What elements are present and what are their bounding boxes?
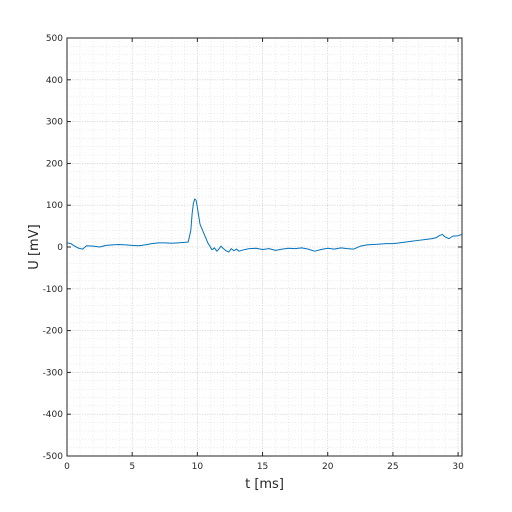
y-tick-label: 500	[46, 34, 63, 44]
series-layer	[66, 198, 463, 253]
y-tick-label: -300	[43, 368, 64, 378]
x-tick-label: 25	[387, 462, 398, 472]
y-tick-label: -400	[43, 410, 64, 420]
y-tick-label: -200	[43, 327, 64, 337]
y-tick-label: -100	[43, 285, 64, 295]
y-tick-label: 300	[46, 118, 63, 128]
x-tick-label: 15	[257, 462, 268, 472]
y-tick-label: -500	[43, 452, 64, 462]
x-tick-label: 30	[452, 462, 464, 472]
series-line	[66, 198, 463, 253]
ticks-layer: 0 5 10 15 20 25 30 -500 -400 -300 -200 -100 0 100 200 3…	[43, 34, 465, 472]
y-tick-label: 400	[46, 76, 63, 86]
y-tick-label: 100	[46, 201, 63, 211]
y-axis-label: U [mV]	[27, 224, 42, 269]
x-tick-label: 20	[322, 462, 334, 472]
y-tick-label: 200	[46, 159, 63, 169]
y-tick-label: 0	[57, 243, 63, 253]
x-tick-label: 10	[192, 462, 204, 472]
x-tick-label: 5	[129, 462, 135, 472]
x-axis-label: t [ms]	[245, 477, 284, 492]
x-tick-label: 0	[64, 462, 70, 472]
